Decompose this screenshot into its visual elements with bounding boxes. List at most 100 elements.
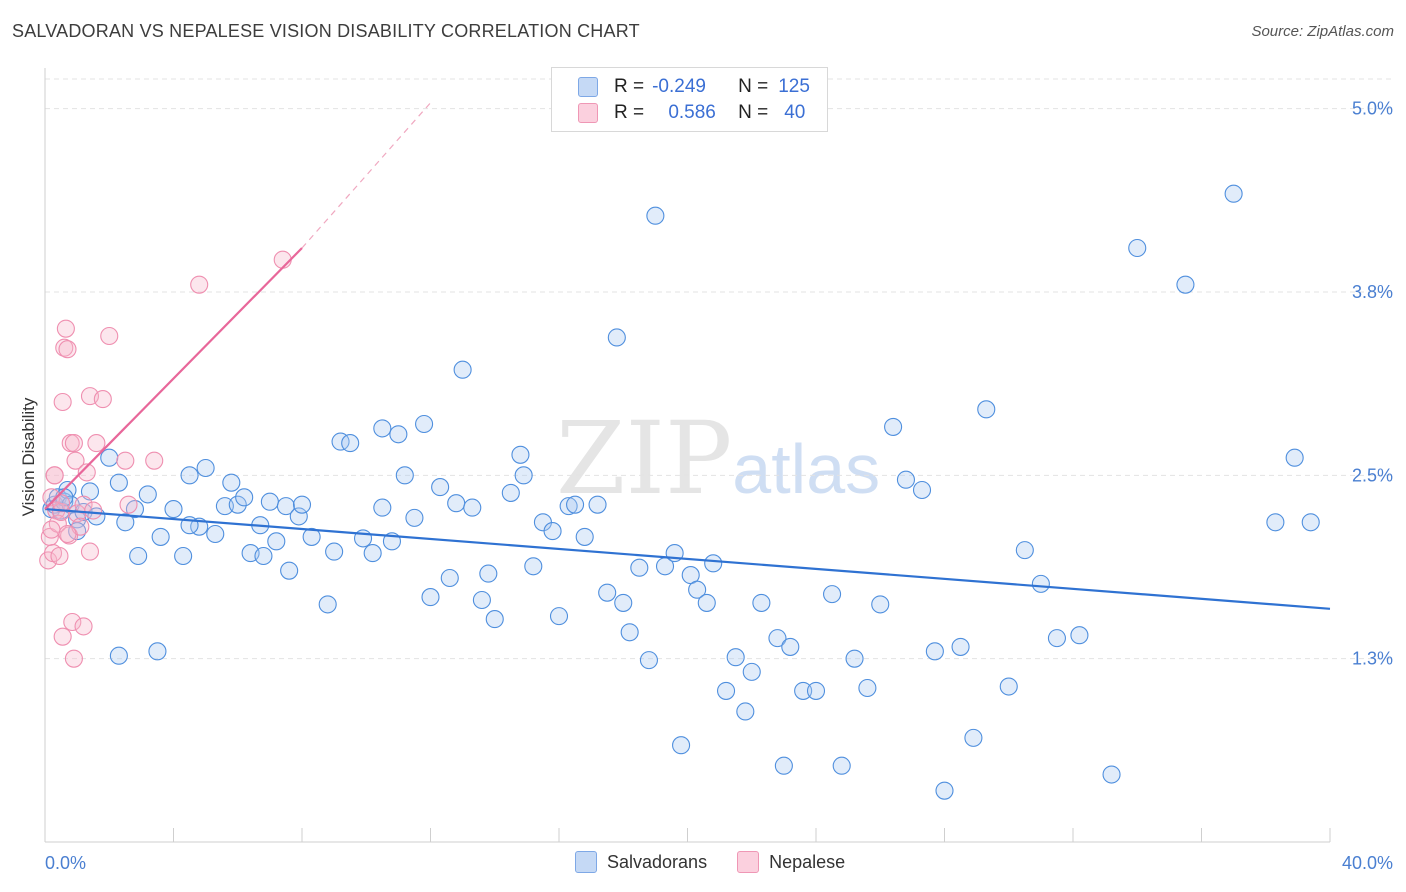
legend-n-value: 125 [778,76,810,97]
series-legend: Salvadorans Nepalese [575,851,875,873]
y-tick-label: 3.8% [1352,282,1393,302]
salvadoran-point [742,662,761,681]
legend-label-nepalese: Nepalese [769,851,846,872]
salvadoran-point [951,637,970,656]
salvadoran-point [1031,574,1050,593]
salvadoran-point [1015,541,1034,560]
legend-swatch-nepalese [578,103,598,123]
axes [44,68,1331,843]
salvadoran-point [1285,448,1304,467]
salvadoran-point [977,400,996,419]
salvadoran-points [42,184,1320,800]
legend-item-salvadorans: Salvadorans [575,851,707,873]
y-tick-label: 2.5% [1352,465,1393,485]
salvadoran-point [1128,238,1147,258]
salvadoran-point [472,590,491,610]
nepalese-point [273,250,292,269]
salvadoran-point [405,508,424,527]
legend-row-salvadorans: R = -0.249 N = 125 [578,75,810,99]
legend-swatch-salvadorans [578,77,598,97]
salvadoran-point [639,651,659,670]
legend-item-nepalese: Nepalese [737,851,845,873]
salvadoran-point [363,544,382,563]
salvadoran-point [688,580,707,599]
salvadoran-point [389,425,408,444]
nepalese-point [52,494,71,513]
salvadoran-point [524,557,543,576]
salvadoran-point [1266,513,1285,532]
salvadoran-point [148,642,167,661]
nepalese-point [119,495,138,514]
salvadoran-point [614,593,633,612]
salvadoran-point [1224,184,1243,203]
salvadoran-point [267,532,286,551]
legend-n-value: 40 [784,102,806,123]
y-axis-title: Vision Disability [19,397,38,516]
x-tick-label-max: 40.0% [1342,853,1393,873]
salvadoran-point [964,728,983,747]
salvadoran-point [431,478,450,497]
watermark-atlas: atlas [732,430,881,508]
salvadoran-point [206,524,225,544]
nepalese-point [63,612,82,632]
salvadoran-point [325,542,344,561]
salvadoran-point [1176,275,1195,294]
nepalese-point [42,520,61,539]
salvadoran-point [697,593,716,612]
nepalese-point [45,466,64,485]
salvadoran-point [415,414,434,434]
legend-r-value: -0.249 [652,76,706,97]
correlation-legend: R = -0.249 N = 125 R = 0.586 N = 40 [551,67,828,132]
salvadoran-point [912,480,932,500]
salvadoran-point [1301,513,1320,532]
grid-lines [45,78,1395,660]
salvadoran-point [774,756,793,775]
axis-labels: 1.3% 2.5% 3.8% 5.0% 0.0% 40.0% Vision Disabili… [19,99,1393,873]
nepalese-point [55,338,74,357]
salvadoran-point [289,507,308,526]
salvadoran-point [575,527,594,546]
nepalese-point [100,326,119,346]
salvadoran-point [280,561,299,580]
salvadoran-point [447,494,466,513]
salvadoran-point [479,564,498,583]
salvadoran-point [752,593,771,612]
nepalese-point [64,649,83,668]
nepalese-point [87,434,106,453]
y-tick-label: 5.0% [1352,99,1393,119]
salvadoran-point [463,498,482,517]
salvadoran-point [395,466,414,485]
nepalese-point [66,451,85,470]
legend-n-label: N = [738,76,769,97]
salvadoran-point [896,470,916,489]
salvadoran-point [180,466,199,485]
nepalese-point [93,390,112,409]
nepalese-point [58,340,77,359]
salvadoran-point [100,448,119,467]
salvadoran-point [1047,629,1066,648]
salvadoran-point [598,583,617,602]
salvadoran-point [511,445,530,464]
salvadoran-point [672,736,691,755]
nepalese-point [74,617,93,636]
salvadoran-point [485,610,504,629]
salvadoran-point [222,473,241,492]
nepalese-point [145,451,164,470]
nepalese-trendline-extension [301,102,431,249]
salvadoran-point [646,206,665,225]
salvadoran-point [794,681,813,700]
salvadoran-point [736,702,755,721]
chart-title: SALVADORAN VS NEPALESE VISION DISABILITY… [12,21,640,41]
salvadoran-point [999,677,1018,696]
salvadoran-point [331,432,350,451]
salvadoran-point [704,554,723,573]
nepalese-point [77,463,96,482]
salvadoran-point [549,607,569,626]
nepalese-points [39,250,292,668]
salvadoran-point [566,495,585,514]
salvadoran-point [716,681,736,700]
source-label: Source: ZipAtlas.com [1251,23,1394,40]
salvadoran-point [501,483,520,502]
salvadoran-point [292,495,312,514]
